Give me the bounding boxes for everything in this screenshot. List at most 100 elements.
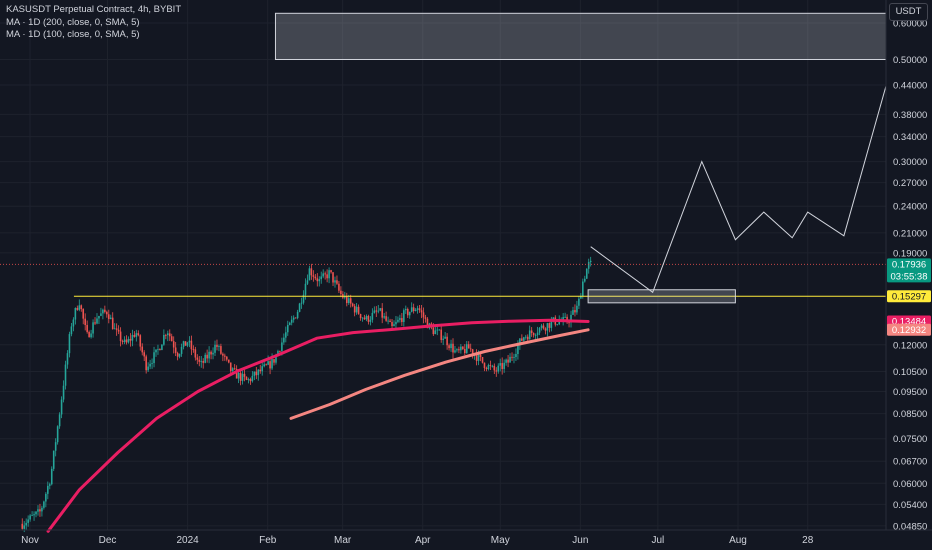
candle-body — [66, 353, 69, 365]
y-tick-label: 0.44000 — [893, 81, 927, 92]
candlesticks — [21, 256, 592, 533]
candle-body — [345, 296, 348, 304]
candle-body — [507, 359, 509, 363]
target-zone-box — [274, 12, 887, 60]
price-tag: 0.12932 — [887, 323, 931, 336]
candle-body — [450, 343, 452, 349]
candle-body — [538, 327, 541, 333]
candle-body — [387, 320, 389, 322]
candle-body — [290, 319, 293, 323]
y-tick-label: 0.38000 — [893, 110, 927, 121]
candle-body — [33, 514, 35, 516]
candle-body — [204, 354, 206, 363]
candle-body — [86, 325, 88, 332]
candle-body — [212, 352, 214, 355]
candle-body — [589, 260, 592, 263]
candle-body — [391, 322, 393, 327]
candle-body — [530, 330, 533, 334]
candle-body — [410, 307, 413, 312]
candle-body — [440, 329, 443, 340]
x-tick-label: Aug — [729, 535, 747, 546]
candle-body — [399, 318, 401, 320]
candle-body — [127, 338, 130, 343]
candle-body — [96, 318, 98, 324]
candle-body — [564, 316, 566, 318]
candle-body — [133, 334, 136, 337]
ma100-line — [289, 328, 590, 420]
candle-body — [192, 349, 195, 351]
candle-body — [267, 361, 269, 365]
y-tick-label: 0.05400 — [893, 500, 927, 511]
candle-body — [243, 373, 246, 377]
candle-body — [420, 310, 423, 313]
candle-body — [107, 314, 110, 320]
x-tick-label: Apr — [415, 535, 431, 546]
candle-body — [414, 309, 417, 311]
candle-body — [255, 371, 258, 376]
ma100-legend[interactable]: MA · 1D (100, close, 0, SMA, 5) — [6, 29, 140, 40]
candle-body — [153, 352, 155, 364]
candle-body — [21, 523, 24, 529]
currency-unit-button[interactable]: USDT — [889, 3, 928, 21]
chart-legend: KASUSDT Perpetual Contract, 4h, BYBIT MA… — [6, 4, 181, 42]
candle-body — [115, 328, 118, 330]
candle-body — [491, 365, 494, 367]
candle-body — [285, 332, 287, 338]
candle-body — [43, 501, 45, 508]
candle-body — [464, 349, 466, 354]
candle-body — [208, 351, 210, 359]
candle-body — [135, 333, 138, 337]
y-tick-label: 0.60000 — [893, 19, 927, 30]
candle-body — [296, 311, 299, 319]
candle-body — [58, 414, 61, 427]
candle-body — [432, 327, 435, 335]
candle-body — [190, 340, 193, 350]
candle-body — [167, 333, 169, 336]
candle-body — [50, 468, 53, 485]
candle-body — [405, 308, 407, 311]
candle-body — [493, 365, 496, 371]
candle-body — [275, 354, 277, 363]
candle-body — [239, 372, 242, 381]
candle-body — [226, 356, 228, 360]
candle-body — [351, 303, 354, 306]
candle-body — [393, 324, 395, 327]
candle-body — [395, 321, 397, 325]
candle-body — [210, 351, 212, 355]
candle-body — [180, 346, 183, 354]
candle-body — [229, 362, 232, 372]
candle-body — [259, 369, 262, 372]
x-tick-label: 2024 — [176, 535, 199, 546]
ma200-legend[interactable]: MA · 1D (200, close, 0, SMA, 5) — [6, 16, 140, 28]
candle-body — [188, 340, 191, 343]
candle-body — [78, 305, 81, 310]
candle-body — [302, 294, 305, 303]
y-tick-label: 0.21000 — [893, 228, 927, 239]
candle-body — [322, 273, 324, 277]
symbol-title[interactable]: KASUSDT Perpetual Contract, 4h, BYBIT — [6, 4, 182, 15]
candle-body — [37, 509, 39, 512]
candle-body — [137, 333, 140, 336]
candle-body — [363, 317, 366, 320]
candle-body — [176, 352, 179, 357]
candle-body — [60, 399, 63, 415]
candle-body — [401, 318, 403, 322]
candle-body — [544, 328, 547, 331]
candle-body — [460, 346, 462, 351]
candle-body — [139, 335, 142, 347]
candle-body — [517, 345, 519, 355]
y-tick-label: 0.10500 — [893, 367, 927, 378]
candle-body — [375, 310, 378, 312]
candle-body — [310, 268, 313, 276]
candle-body — [318, 279, 321, 282]
candle-body — [161, 344, 163, 351]
candle-body — [580, 296, 582, 299]
x-tick-label: Feb — [259, 535, 277, 546]
price-tag-bg — [887, 258, 931, 283]
candle-body — [72, 319, 75, 327]
candle-body — [540, 325, 543, 328]
candle-body — [31, 515, 33, 517]
candle-body — [574, 310, 576, 313]
